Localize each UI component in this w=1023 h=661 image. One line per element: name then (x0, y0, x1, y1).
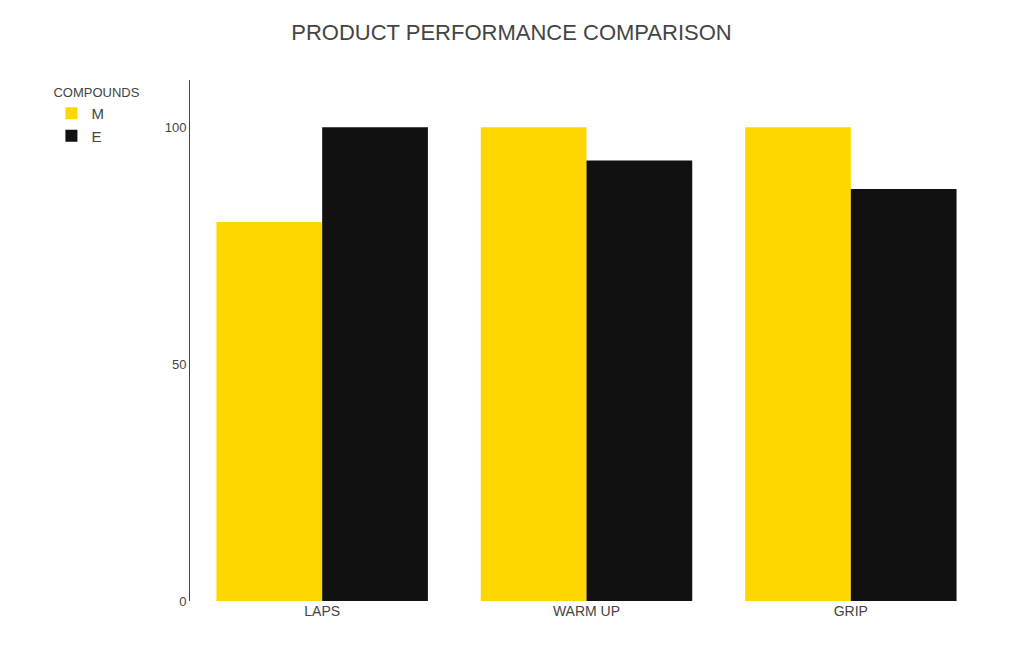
svg-text:GRIP: GRIP (834, 603, 868, 619)
svg-text:WARM UP: WARM UP (553, 603, 620, 619)
svg-text:0: 0 (179, 594, 186, 609)
svg-text:E: E (91, 128, 101, 145)
svg-text:M: M (91, 105, 104, 122)
svg-text:PRODUCT PERFORMANCE COMPARISON: PRODUCT PERFORMANCE COMPARISON (291, 20, 731, 45)
svg-text:100: 100 (165, 120, 187, 135)
svg-text:50: 50 (172, 357, 186, 372)
svg-text:LAPS: LAPS (304, 603, 340, 619)
svg-text:COMPOUNDS: COMPOUNDS (53, 85, 139, 100)
